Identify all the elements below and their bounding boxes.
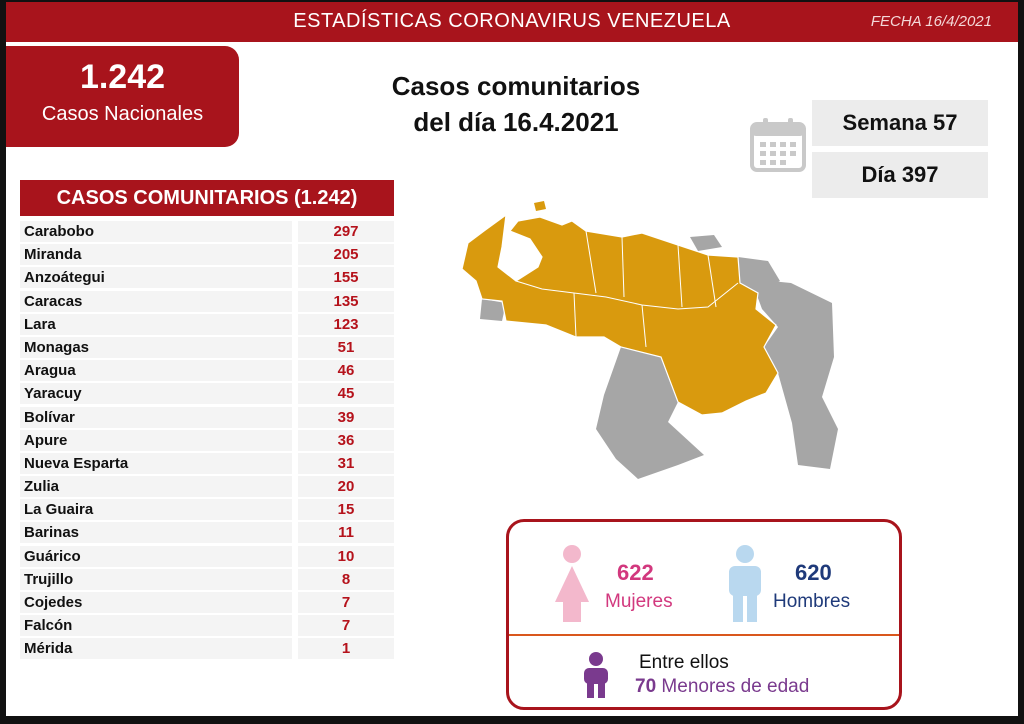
table-row: Aragua 46 [20,359,394,382]
state-name: Anzoátegui [20,267,292,289]
state-cases: 1 [298,638,394,660]
state-name: Carabobo [20,221,292,242]
header-date: FECHA 16/4/2021 [870,13,992,30]
map-region-tachira [480,299,506,321]
state-name: Barinas [20,522,292,544]
venezuela-map [461,201,838,479]
page-title-line2: del día 16.4.2021 [413,107,619,137]
page-title-line1: Casos comunitarios [391,71,641,101]
table-row: Nueva Esparta 31 [20,452,394,475]
minors-count: 70 [635,676,657,697]
state-name: Yaracuy [20,383,292,405]
week-badge: Semana 57 [812,100,988,146]
state-cases: 20 [298,476,394,498]
men-label: Hombres [773,591,851,612]
state-cases: 10 [298,545,394,567]
state-cases: 31 [298,452,394,474]
table-row: La Guaira 15 [20,498,394,521]
map-region-amazonas [596,347,704,479]
map-region-highlighted [461,213,779,416]
state-cases: 46 [298,360,394,382]
state-cases: 155 [298,267,394,289]
table-row: Bolívar 39 [20,406,394,429]
national-cases-card: 1.242 Casos Nacionales [6,46,239,147]
state-cases: 39 [298,406,394,428]
state-name: Caracas [20,290,292,312]
state-cases: 51 [298,336,394,358]
page-title: Casos comunitarios del día 16.4.2021 [346,68,686,140]
men-count: 620 [795,560,832,585]
state-name: Aragua [20,360,292,382]
table-row: Apure 36 [20,429,394,452]
women-count: 622 [617,560,654,585]
state-name: Bolívar [20,406,292,428]
minors-intro: Entre ellos [639,652,729,673]
man-icon [729,545,761,622]
state-cases: 8 [298,568,394,590]
state-name: Mérida [20,638,292,660]
table-row: Mérida 1 [20,637,394,660]
map-region-nueva-esparta [690,235,722,251]
header-bar: ESTADÍSTICAS CORONAVIRUS VENEZUELA FECHA… [6,2,1018,42]
calendar-icon [750,118,806,172]
table-row: Caracas 135 [20,290,394,313]
table-row: Monagas 51 [20,336,394,359]
national-cases-label: Casos Nacionales [41,103,204,125]
state-name: Cojedes [20,592,292,613]
table-row: Cojedes 7 [20,591,394,614]
minors-label: Menores de edad [661,676,810,697]
state-name: Apure [20,429,292,451]
table-row: Anzoátegui 155 [20,266,394,289]
cases-table: Carabobo 297 Miranda 205 Anzoátegui 155 Caraca… [20,220,394,661]
state-cases: 205 [298,244,394,266]
state-name: Miranda [20,244,292,266]
table-row: Yaracuy 45 [20,382,394,405]
table-row: Trujillo 8 [20,568,394,591]
map-region-guayana-east [751,279,838,469]
child-icon [584,652,608,698]
state-cases: 36 [298,429,394,451]
state-cases: 123 [298,313,394,335]
state-cases: 135 [298,290,394,312]
state-name: Nueva Esparta [20,452,292,474]
table-header: CASOS COMUNITARIOS (1.242) [20,180,394,216]
map-region-margarita [534,201,546,211]
state-cases: 297 [298,221,394,242]
map-region-delta [738,257,780,293]
state-name: La Guaira [20,499,292,521]
table-row: Carabobo 297 [20,220,394,243]
state-cases: 11 [298,522,394,544]
state-cases: 7 [298,592,394,613]
state-name: Guárico [20,545,292,567]
infographic: ESTADÍSTICAS CORONAVIRUS VENEZUELA FECHA… [6,2,1018,716]
table-row: Falcón 7 [20,614,394,637]
state-name: Lara [20,313,292,335]
table-row: Zulia 20 [20,475,394,498]
minors-line: 70 Menores de edad [635,676,809,698]
table-row: Miranda 205 [20,243,394,266]
state-cases: 45 [298,383,394,405]
national-cases-count: 1.242 [79,58,166,96]
state-name: Monagas [20,336,292,358]
woman-icon [555,545,589,622]
table-row: Barinas 11 [20,521,394,544]
divider [509,634,899,636]
gender-breakdown: 622 Mujeres 620 Hombres Entre ellos 70 M… [506,519,902,710]
day-badge: Día 397 [812,152,988,198]
state-name: Falcón [20,615,292,637]
state-name: Trujillo [20,568,292,590]
state-name: Zulia [20,476,292,498]
state-cases: 15 [298,499,394,521]
header-title: ESTADÍSTICAS CORONAVIRUS VENEZUELA [293,10,731,32]
state-cases: 7 [298,615,394,637]
women-label: Mujeres [605,591,673,612]
table-row: Lara 123 [20,313,394,336]
table-row: Guárico 10 [20,545,394,568]
